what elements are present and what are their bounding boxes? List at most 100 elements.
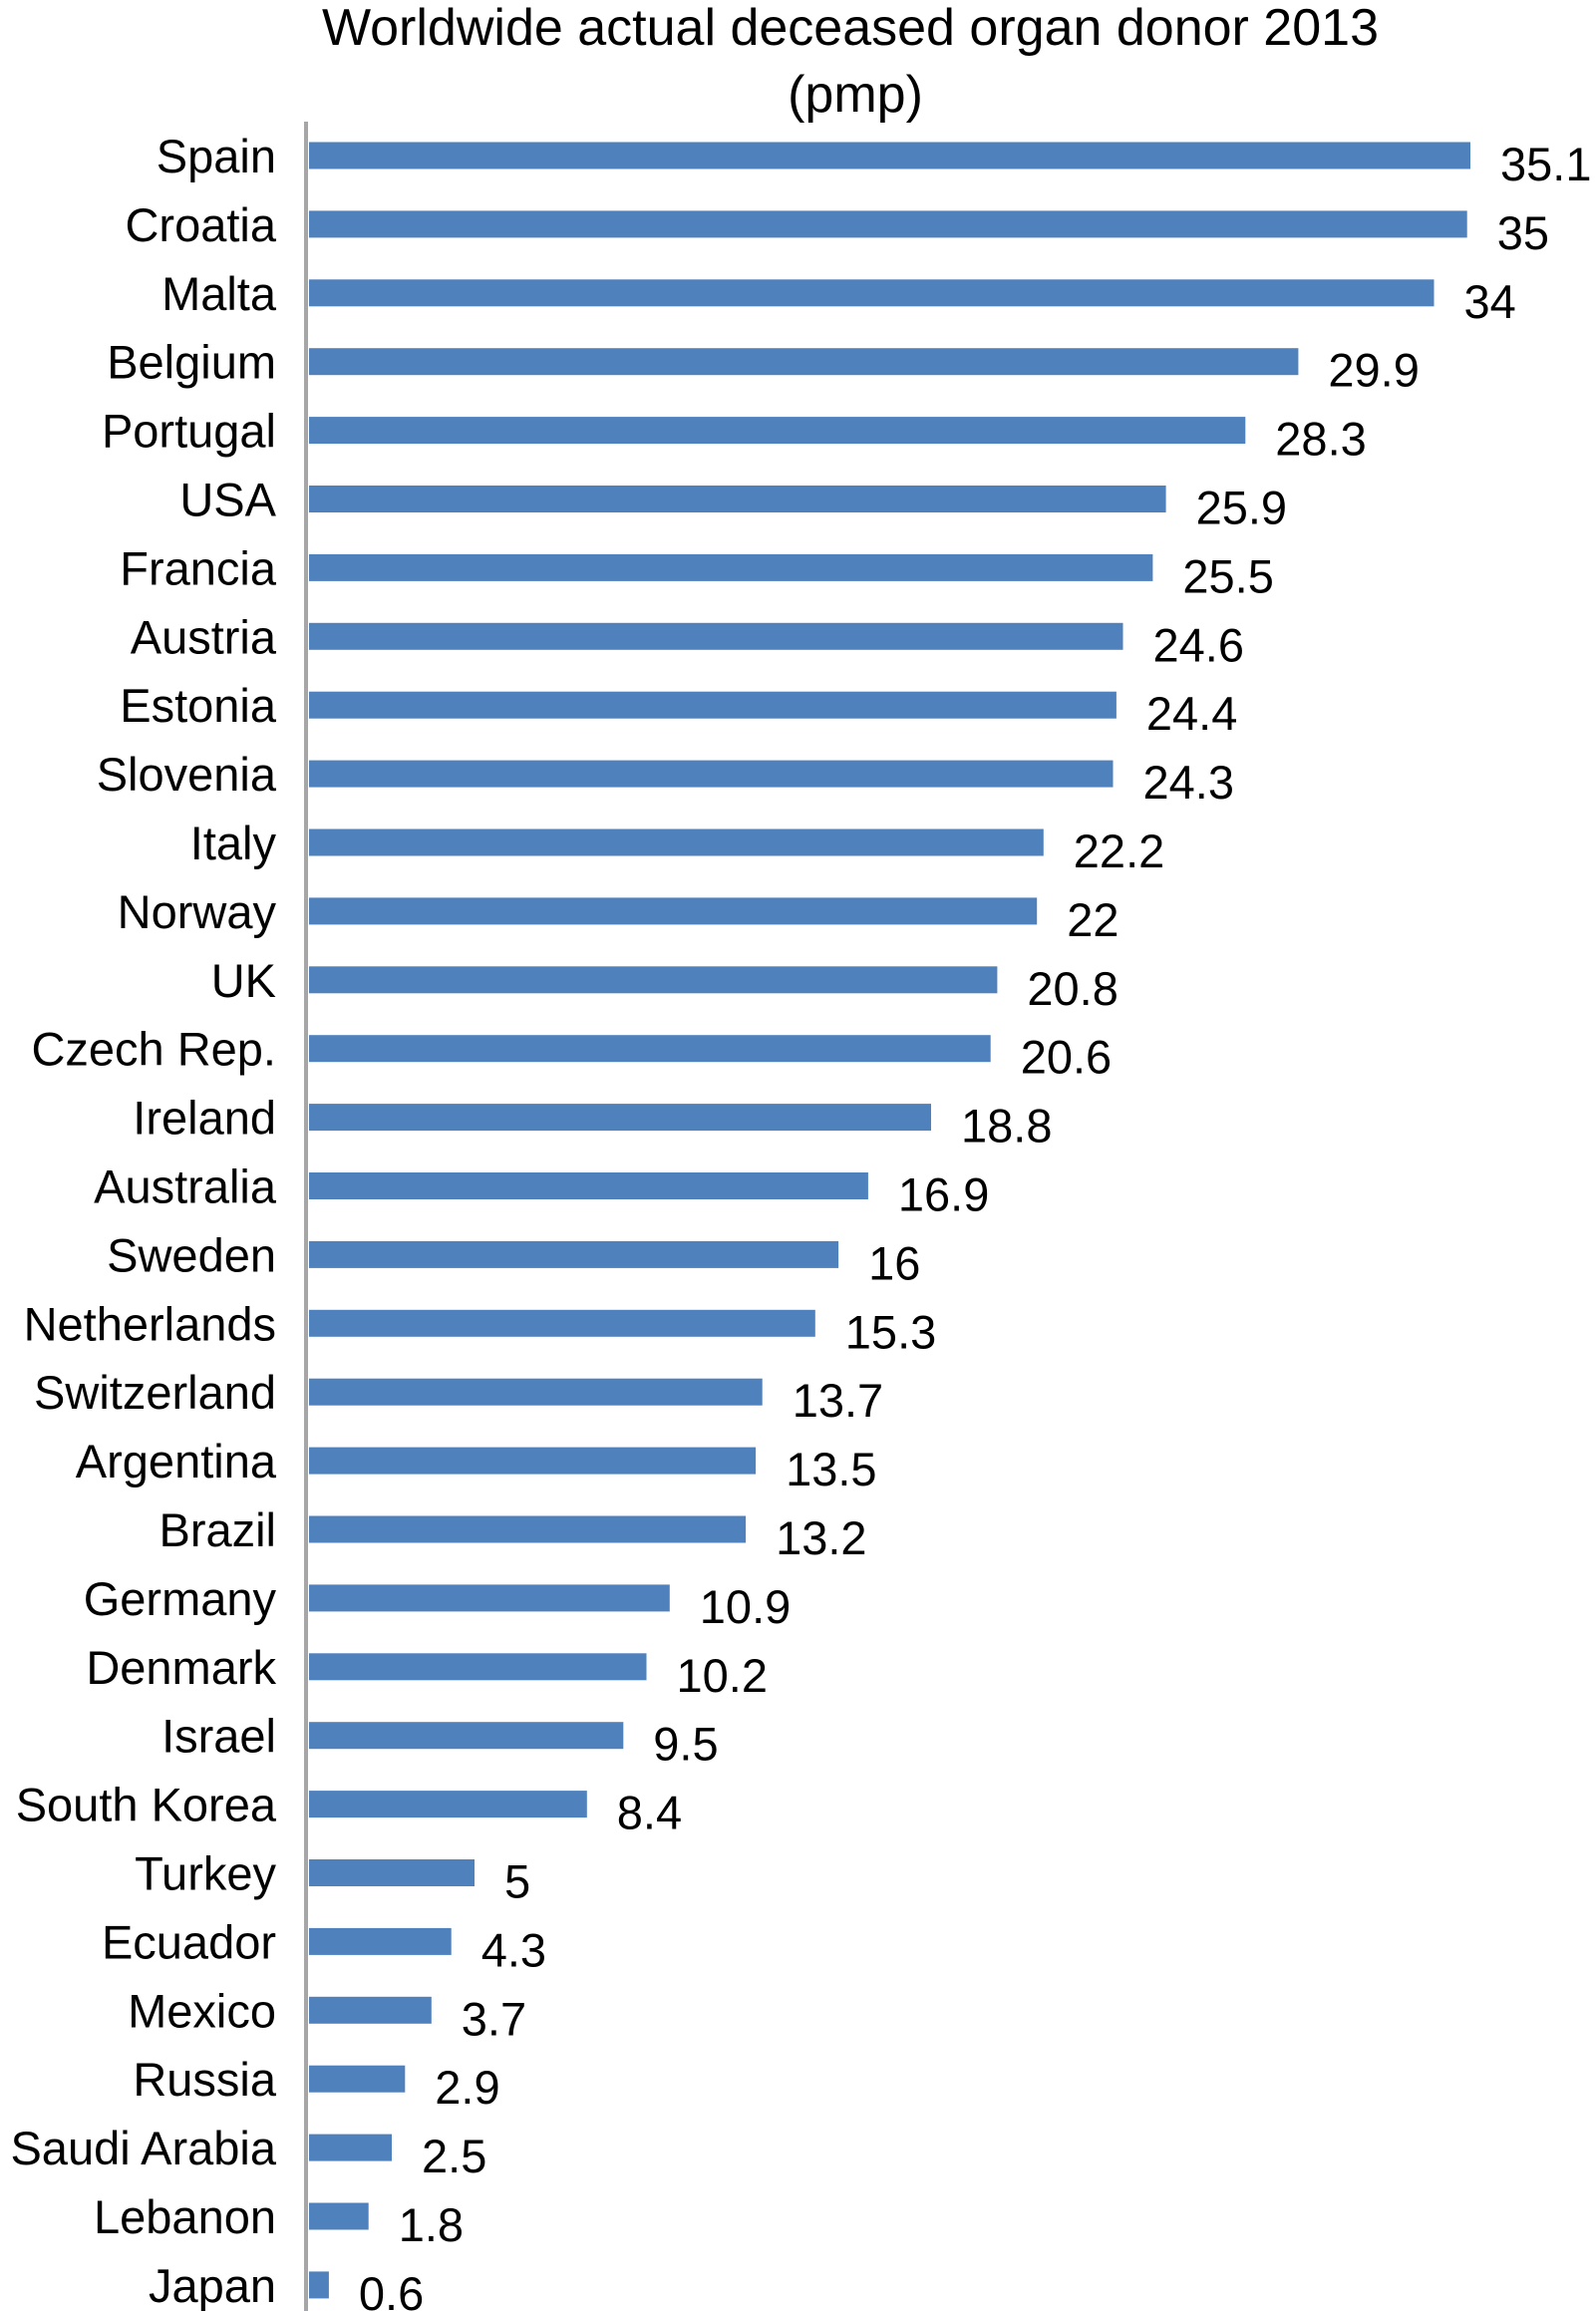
- value-label-ecuador: 4.3: [481, 1923, 546, 1976]
- category-label-italy: Italy: [190, 817, 277, 869]
- bar-francia: [309, 553, 1153, 581]
- value-label-netherlands: 15.3: [845, 1305, 936, 1358]
- value-label-spain: 35.1: [1500, 138, 1591, 190]
- category-label-turkey: Turkey: [135, 1847, 276, 1900]
- category-label-norway: Norway: [118, 885, 277, 938]
- bar-mexico: [309, 1996, 432, 2024]
- bar-israel: [309, 1722, 624, 1750]
- value-label-argentina: 13.5: [786, 1443, 876, 1495]
- value-label-austria: 24.6: [1153, 618, 1244, 671]
- value-label-francia: 25.5: [1182, 549, 1273, 602]
- category-label-sweden: Sweden: [107, 1228, 276, 1281]
- value-label-south-korea: 8.4: [617, 1787, 682, 1839]
- bar-brazil: [309, 1515, 747, 1543]
- bar-italy: [309, 828, 1044, 856]
- value-label-russia: 2.9: [435, 2061, 499, 2114]
- category-label-argentina: Argentina: [76, 1435, 277, 1487]
- value-label-lebanon: 1.8: [399, 2198, 464, 2251]
- bar-switzerland: [309, 1378, 763, 1406]
- category-label-saudi-arabia: Saudi Arabia: [10, 2122, 276, 2174]
- bar-uk: [309, 966, 998, 994]
- value-label-australia: 16.9: [898, 1168, 989, 1221]
- category-label-croatia: Croatia: [125, 198, 276, 251]
- bar-ecuador: [309, 1927, 452, 1955]
- category-label-russia: Russia: [133, 2053, 277, 2106]
- bar-usa: [309, 486, 1166, 512]
- category-label-malta: Malta: [161, 267, 277, 320]
- category-label-ecuador: Ecuador: [102, 1915, 276, 1968]
- category-label-usa: USA: [179, 474, 276, 526]
- bar-czech-rep: [309, 1035, 991, 1063]
- category-labels-group: Spain Croatia Malta Belgium Portugal USA Franc…: [10, 130, 276, 2311]
- bar-sweden: [309, 1240, 839, 1268]
- chart-title-line-1: Worldwide actual deceased organ donor 20…: [322, 0, 1379, 57]
- category-label-portugal: Portugal: [102, 405, 276, 458]
- value-label-mexico: 3.7: [462, 1992, 526, 2045]
- value-label-uk: 20.8: [1027, 962, 1117, 1015]
- category-label-lebanon: Lebanon: [94, 2190, 276, 2243]
- category-label-spain: Spain: [157, 130, 276, 182]
- value-label-ireland: 18.8: [961, 1100, 1052, 1153]
- value-label-croatia: 35: [1497, 206, 1549, 259]
- category-label-denmark: Denmark: [86, 1641, 276, 1694]
- category-label-netherlands: Netherlands: [24, 1297, 276, 1350]
- category-label-austria: Austria: [131, 610, 277, 663]
- value-label-italy: 22.2: [1074, 825, 1164, 877]
- value-label-portugal: 28.3: [1275, 413, 1366, 466]
- value-label-denmark: 10.2: [677, 1649, 768, 1702]
- chart-title: Worldwide actual deceased organ donor 20…: [322, 0, 1379, 124]
- bar-belgium: [309, 348, 1299, 376]
- category-label-francia: Francia: [120, 541, 277, 594]
- value-label-czech-rep: 20.6: [1021, 1031, 1112, 1084]
- value-label-switzerland: 13.7: [793, 1374, 883, 1427]
- bar-ireland: [309, 1104, 931, 1132]
- category-label-japan: Japan: [149, 2259, 276, 2311]
- bars-group: [309, 142, 1470, 2299]
- bar-japan: [309, 2271, 329, 2299]
- bar-argentina: [309, 1447, 757, 1475]
- value-label-turkey: 5: [504, 1855, 530, 1908]
- bar-turkey: [309, 1859, 475, 1886]
- category-label-uk: UK: [211, 954, 276, 1007]
- value-label-israel: 9.5: [653, 1718, 718, 1771]
- bar-spain: [309, 142, 1470, 169]
- value-label-malta: 34: [1464, 275, 1516, 328]
- bar-lebanon: [309, 2202, 369, 2230]
- chart-title-line-2: (pmp): [788, 66, 923, 124]
- bar-russia: [309, 2065, 406, 2093]
- value-label-estonia: 24.4: [1146, 687, 1237, 740]
- bar-malta: [309, 279, 1435, 307]
- bar-portugal: [309, 417, 1246, 445]
- value-label-slovenia: 24.3: [1143, 756, 1234, 809]
- value-label-germany: 10.9: [700, 1580, 791, 1633]
- category-label-ireland: Ireland: [133, 1092, 276, 1145]
- category-label-mexico: Mexico: [128, 1984, 276, 2037]
- category-label-czech-rep: Czech Rep.: [31, 1023, 276, 1076]
- category-label-estonia: Estonia: [120, 679, 277, 732]
- value-label-saudi-arabia: 2.5: [422, 2130, 486, 2182]
- bar-croatia: [309, 210, 1467, 238]
- category-label-switzerland: Switzerland: [34, 1366, 276, 1419]
- bar-australia: [309, 1172, 868, 1199]
- bar-south-korea: [309, 1791, 587, 1818]
- value-label-norway: 22: [1067, 893, 1118, 946]
- bar-germany: [309, 1584, 670, 1612]
- value-label-belgium: 29.9: [1328, 344, 1419, 397]
- category-label-germany: Germany: [84, 1572, 277, 1625]
- value-label-sweden: 16: [868, 1236, 920, 1289]
- category-label-israel: Israel: [161, 1710, 276, 1763]
- category-label-belgium: Belgium: [107, 336, 276, 389]
- value-labels-group: 35.1 35 34 29.9 28.3 25.9 25.5 24.6 24.4 24.3 22.2…: [359, 138, 1592, 2311]
- bar-slovenia: [309, 760, 1114, 788]
- bar-netherlands: [309, 1309, 815, 1337]
- bar-denmark: [309, 1653, 647, 1681]
- category-label-australia: Australia: [94, 1160, 277, 1213]
- value-label-usa: 25.9: [1196, 482, 1287, 534]
- bar-austria: [309, 622, 1123, 650]
- value-label-brazil: 13.2: [776, 1511, 866, 1564]
- category-label-slovenia: Slovenia: [97, 748, 277, 801]
- bar-estonia: [309, 691, 1117, 719]
- category-label-south-korea: South Korea: [16, 1779, 277, 1831]
- bar-norway: [309, 897, 1038, 925]
